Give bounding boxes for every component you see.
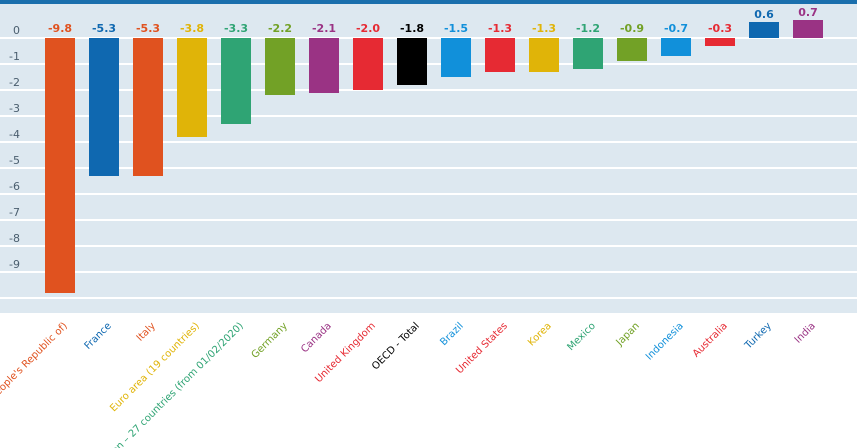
- bar-value-label: -3.3: [223, 22, 249, 35]
- bar-value-label: -2.1: [311, 22, 337, 35]
- y-tick-label: -1: [9, 50, 20, 63]
- y-tick-label: -2: [9, 76, 20, 89]
- gridline: [0, 141, 857, 143]
- gridline: [0, 63, 857, 65]
- header-strip: [0, 0, 857, 4]
- y-tick-label: -9: [9, 258, 20, 271]
- bar-value-label: -3.8: [179, 22, 205, 35]
- bar[interactable]: [529, 38, 559, 72]
- bar-value-label: -1.8: [399, 22, 425, 35]
- plot-area: [0, 4, 857, 313]
- bar[interactable]: [45, 38, 75, 293]
- bar-value-label: 0.7: [798, 5, 818, 19]
- bar[interactable]: [265, 38, 295, 96]
- bar-value-label: -1.5: [443, 22, 469, 35]
- y-tick-label: 0: [13, 24, 20, 37]
- bar-value-label: 0.6: [754, 8, 774, 22]
- gridline: [0, 297, 857, 299]
- gridline: [0, 167, 857, 169]
- y-tick-label: -8: [9, 232, 20, 245]
- bar[interactable]: [705, 38, 735, 46]
- bar[interactable]: [221, 38, 251, 124]
- gridline: [0, 193, 857, 195]
- gridline: [0, 37, 857, 39]
- bar[interactable]: [353, 38, 383, 90]
- bar[interactable]: [177, 38, 207, 137]
- bar-value-label: -0.7: [663, 22, 689, 35]
- bar-value-label: -2.2: [267, 22, 293, 35]
- y-tick-label: -6: [9, 180, 20, 193]
- bar[interactable]: [661, 38, 691, 57]
- bar[interactable]: [749, 22, 779, 38]
- gridline: [0, 271, 857, 273]
- y-tick-label: -5: [9, 154, 20, 167]
- bar[interactable]: [309, 38, 339, 93]
- gridline: [0, 219, 857, 221]
- gridline: [0, 89, 857, 91]
- bar-value-label: -5.3: [91, 22, 117, 35]
- bar[interactable]: [441, 38, 471, 77]
- y-tick-label: -7: [9, 206, 20, 219]
- bar-value-label: -0.9: [619, 22, 645, 35]
- bar[interactable]: [89, 38, 119, 176]
- bar-value-label: -2.0: [355, 22, 381, 35]
- y-tick-label: -3: [9, 102, 20, 115]
- bar-value-label: -1.3: [487, 22, 513, 35]
- bar-value-label: -0.3: [707, 22, 733, 35]
- bar-value-label: -9.8: [47, 22, 73, 35]
- bar[interactable]: [397, 38, 427, 85]
- bar[interactable]: [617, 38, 647, 62]
- gridline: [0, 245, 857, 247]
- bar[interactable]: [793, 19, 823, 38]
- bar-value-label: -1.3: [531, 22, 557, 35]
- y-tick-label: -4: [9, 128, 20, 141]
- bar-value-label: -1.2: [575, 22, 601, 35]
- bar[interactable]: [485, 38, 515, 72]
- bar-value-label: -5.3: [135, 22, 161, 35]
- gridline: [0, 115, 857, 117]
- bar[interactable]: [573, 38, 603, 70]
- bar[interactable]: [133, 38, 163, 176]
